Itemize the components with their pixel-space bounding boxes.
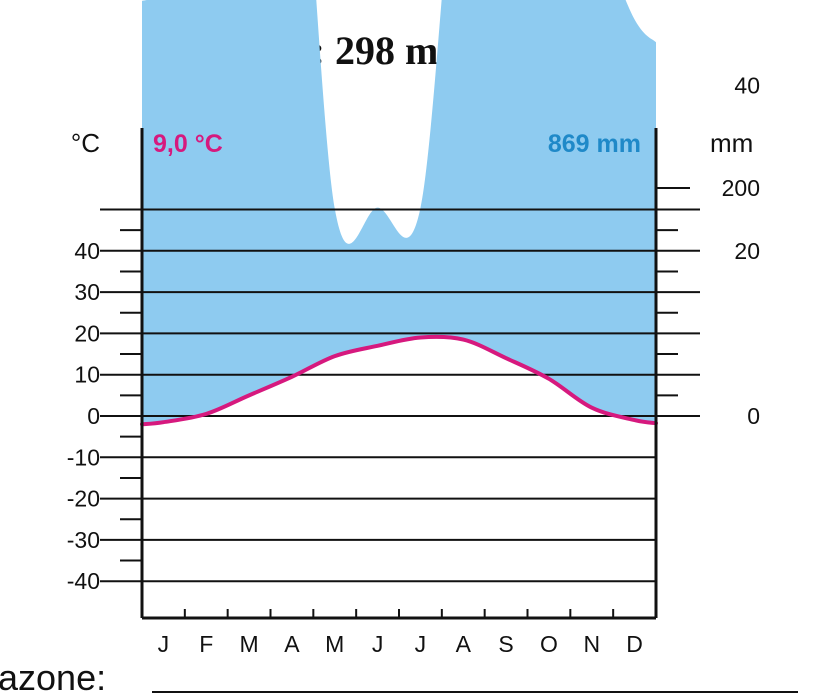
temperature-tick-label: -10	[67, 444, 100, 470]
month-label: M	[325, 631, 344, 657]
temperature-line	[140, 334, 658, 427]
tick-marks	[120, 187, 690, 618]
annual-temperature: 9,0 °C	[153, 130, 223, 158]
month-label: S	[498, 631, 513, 657]
month-label: F	[199, 631, 213, 657]
month-label: O	[540, 631, 558, 657]
precipitation-axis-labels: 200100806040200	[722, 73, 760, 429]
temperature-tick-label: 10	[74, 362, 100, 388]
annual-precipitation: 869 mm	[548, 130, 641, 158]
precipitation-tick-label: 200	[722, 175, 760, 201]
precipitation-area	[142, 0, 656, 425]
temperature-tick-label: -30	[67, 527, 100, 553]
temperature-tick-label: -40	[67, 568, 100, 594]
month-label: D	[626, 631, 643, 657]
month-label: N	[583, 631, 600, 657]
month-label: A	[456, 631, 472, 657]
month-label: M	[239, 631, 258, 657]
precipitation-unit-label: mm	[710, 128, 753, 158]
temperature-tick-label: 30	[74, 279, 100, 305]
precipitation-tick-label: 40	[734, 73, 760, 99]
month-label: J	[415, 631, 427, 657]
grid-lines	[100, 208, 700, 583]
temperature-tick-label: 40	[74, 238, 100, 264]
precipitation-tick-label: 20	[734, 238, 760, 264]
temperature-unit-label: °C	[71, 128, 100, 158]
month-label: A	[284, 631, 300, 657]
temperature-axis-labels: 40 30 20 10 0 -10 -20 -30 -40	[67, 238, 100, 594]
temperature-tick-label: 20	[74, 320, 100, 346]
zone-label: azone:	[0, 657, 106, 698]
precipitation-tick-label: 0	[747, 403, 760, 429]
month-label: J	[158, 631, 170, 657]
precipitation-area-layer	[142, 0, 656, 425]
month-label: J	[372, 631, 384, 657]
temperature-line-layer	[140, 334, 658, 427]
temperature-tick-label: -20	[67, 486, 100, 512]
temperature-tick-label: 0	[87, 403, 100, 429]
